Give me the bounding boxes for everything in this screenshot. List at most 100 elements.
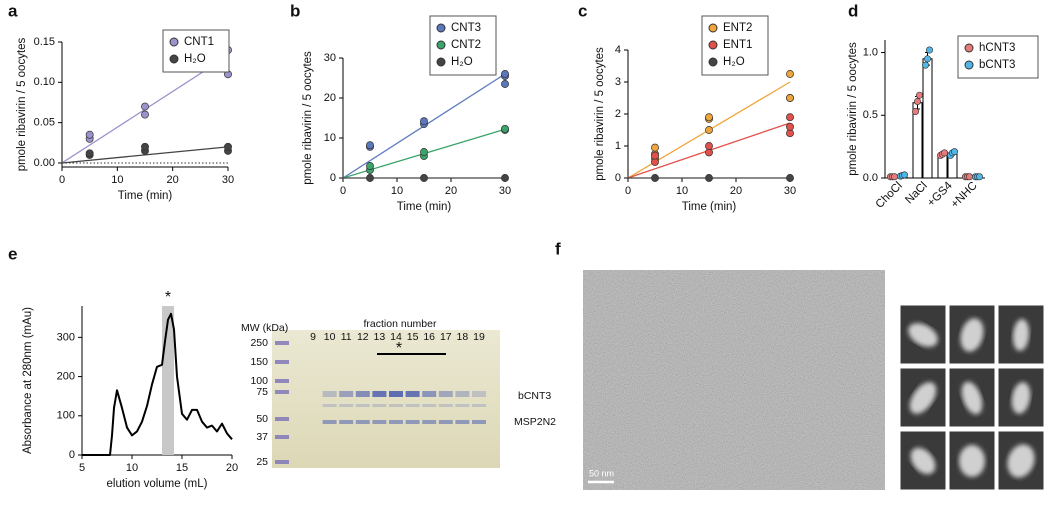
x-axis-title: Time (min) xyxy=(682,201,737,213)
class-particle xyxy=(1007,444,1035,478)
fraction-label: 16 xyxy=(423,331,435,343)
micrograph-image xyxy=(583,270,885,490)
legend-label: hCNT3 xyxy=(979,42,1015,54)
legend-marker xyxy=(964,60,974,70)
data-point xyxy=(366,141,374,150)
gel-band xyxy=(355,404,370,407)
legend-label: H₂O xyxy=(184,53,206,65)
data-point xyxy=(651,174,659,182)
x-axis-title: Time (min) xyxy=(118,190,173,202)
data-point xyxy=(501,124,509,133)
gel-band xyxy=(405,391,420,397)
y-tick-label: 3 xyxy=(615,76,621,88)
fraction-label: 15 xyxy=(407,331,419,343)
panel-label: c xyxy=(578,1,587,20)
fraction-label: 14 xyxy=(390,331,402,343)
class-particle xyxy=(1012,319,1030,351)
gel-band xyxy=(322,391,337,397)
band-label: bCNT3 xyxy=(518,390,551,402)
panel-label: e xyxy=(8,244,17,263)
data-point xyxy=(141,110,149,119)
y-tick-label: 1 xyxy=(615,140,621,152)
fraction-title: fraction number xyxy=(364,318,437,330)
legend-label: bCNT3 xyxy=(979,59,1015,71)
class-particle xyxy=(910,447,936,475)
x-tick-label: 10 xyxy=(126,462,138,474)
x-tick-label: 30 xyxy=(499,185,511,197)
data-point xyxy=(420,117,428,126)
legend-label: CNT2 xyxy=(451,39,481,51)
gel-band xyxy=(389,420,403,424)
gel-band xyxy=(405,420,420,424)
legend-label: H₂O xyxy=(723,56,745,68)
mw-label: 250 xyxy=(250,337,268,349)
gel-band xyxy=(455,404,470,407)
data-point xyxy=(85,149,94,158)
gel-band xyxy=(472,404,486,407)
mw-label: 50 xyxy=(256,413,268,425)
y-axis-title: pmole ribavirin / 5 oocytes xyxy=(302,51,314,185)
fraction-label: 19 xyxy=(473,331,485,343)
x-tick-label: 20 xyxy=(167,174,179,186)
data-point xyxy=(651,143,659,152)
data-point xyxy=(950,148,958,156)
data-point xyxy=(420,174,428,182)
data-point xyxy=(705,142,713,150)
data-point xyxy=(366,174,374,182)
data-point xyxy=(911,108,919,116)
panel-label: b xyxy=(290,1,300,20)
fraction-label: 17 xyxy=(440,331,452,343)
x-tick-label: 0 xyxy=(340,185,346,197)
gel-band xyxy=(389,404,403,407)
mw-label: 150 xyxy=(250,356,268,368)
y-axis-title: pmole ribavirin / 5 oocytes xyxy=(594,47,606,181)
y-axis-title: pmole ribavirin / 5 oocytes xyxy=(16,37,28,171)
class-particle xyxy=(908,323,938,347)
y-tick-label: 20 xyxy=(324,92,336,104)
gel-band xyxy=(372,420,387,424)
gel-band xyxy=(322,404,337,407)
class-particle xyxy=(961,381,983,415)
annotation: * xyxy=(165,289,171,306)
x-tick-label: 10 xyxy=(676,185,688,197)
bar xyxy=(922,58,933,179)
data-point xyxy=(913,97,921,105)
gel-band xyxy=(372,404,387,407)
x-tick-label: 10 xyxy=(391,185,403,197)
gel-band xyxy=(372,391,387,397)
x-axis-title: Time (min) xyxy=(397,201,452,213)
legend-marker xyxy=(436,57,446,67)
y-axis-title: pmole ribavirin / 5 oocytes xyxy=(847,42,859,176)
legend-box xyxy=(957,35,1039,79)
gel-annotation: * xyxy=(396,340,402,357)
data-point xyxy=(501,174,509,182)
gel-band xyxy=(472,420,486,424)
fraction-label: 13 xyxy=(374,331,386,343)
fraction-label: 18 xyxy=(457,331,469,343)
x-tick-label: 0 xyxy=(625,185,631,197)
y-tick-label: 10 xyxy=(324,132,336,144)
y-tick-label: 0 xyxy=(330,172,336,184)
gel-band xyxy=(389,391,403,397)
data-point xyxy=(940,149,948,157)
legend-marker xyxy=(708,57,718,67)
data-point xyxy=(925,46,933,54)
x-tick-label: +NHC xyxy=(949,180,980,211)
y-tick-label: 1.0 xyxy=(863,46,878,58)
gel-band xyxy=(422,420,437,424)
data-point xyxy=(705,113,713,122)
data-point xyxy=(224,142,232,151)
x-tick-label: 20 xyxy=(445,185,457,197)
y-tick-label: 0.5 xyxy=(863,109,878,121)
data-point xyxy=(651,151,659,160)
x-axis-title: elution volume (mL) xyxy=(107,478,208,490)
y-axis-title: Absorbance at 280nm (mAu) xyxy=(22,307,34,454)
data-point xyxy=(786,122,794,131)
data-point xyxy=(501,70,509,78)
legend-marker xyxy=(708,23,718,33)
data-point xyxy=(975,173,983,181)
mw-label: 37 xyxy=(256,431,268,443)
legend-label: CNT1 xyxy=(184,36,214,48)
mw-label: 25 xyxy=(256,456,268,468)
data-point xyxy=(786,70,794,78)
